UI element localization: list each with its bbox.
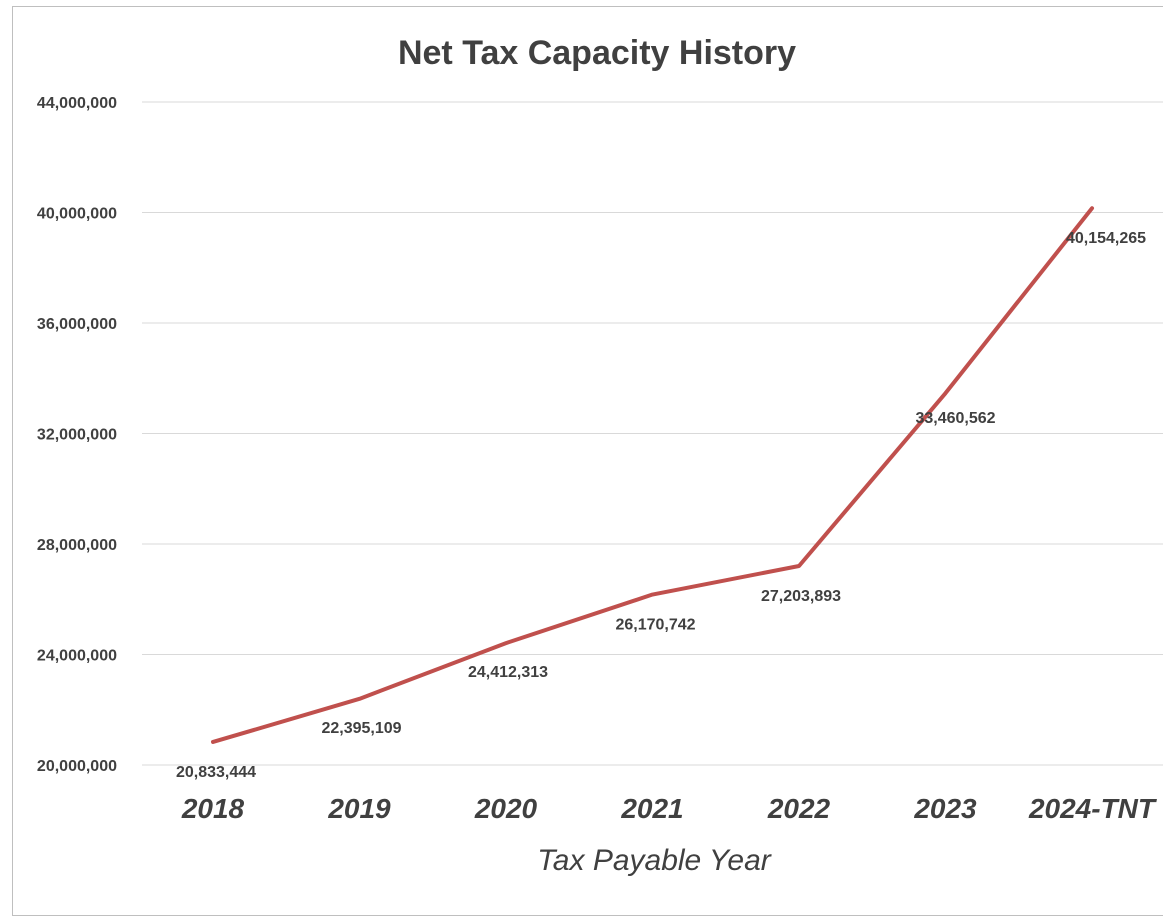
data-label: 27,203,893 — [761, 588, 841, 605]
x-tick-label: 2018 — [181, 793, 245, 824]
data-label: 20,833,444 — [176, 764, 256, 781]
y-axis-ticks: 20,000,000 24,000,000 28,000,000 32,000,000… — [37, 95, 117, 775]
x-tick-label: 2022 — [767, 793, 831, 824]
gridlines — [142, 101, 1163, 766]
x-tick-label: 2020 — [474, 793, 538, 824]
series-line — [211, 206, 1094, 744]
data-label: 33,460,562 — [915, 410, 995, 427]
y-tick-label: 36,000,000 — [37, 316, 117, 333]
y-tick-label: 20,000,000 — [37, 758, 117, 775]
series-lines — [211, 206, 1094, 744]
data-labels: 20,833,444 22,395,109 24,412,313 26,170,742… — [176, 230, 1146, 781]
y-tick-label: 28,000,000 — [37, 537, 117, 554]
y-tick-label: 40,000,000 — [37, 206, 117, 223]
x-tick-label: 2021 — [620, 793, 683, 824]
y-tick-label: 24,000,000 — [37, 648, 117, 665]
x-tick-label: 2019 — [327, 793, 391, 824]
data-label: 24,412,313 — [468, 664, 548, 681]
x-axis-label: Tax Payable Year — [537, 844, 772, 877]
data-label: 26,170,742 — [615, 617, 695, 634]
data-label: 22,395,109 — [321, 720, 401, 737]
chart-frame — [12, 6, 1163, 916]
y-tick-label: 32,000,000 — [37, 427, 117, 444]
x-tick-label: 2023 — [913, 793, 977, 824]
chart-title: Net Tax Capacity History — [398, 34, 796, 72]
y-tick-label: 44,000,000 — [37, 95, 117, 112]
data-label: 40,154,265 — [1066, 230, 1146, 247]
x-axis-ticks: 2018 2019 2020 2021 2022 2023 2024-TNT — [181, 793, 1158, 824]
x-tick-label: 2024-TNT — [1028, 793, 1158, 824]
